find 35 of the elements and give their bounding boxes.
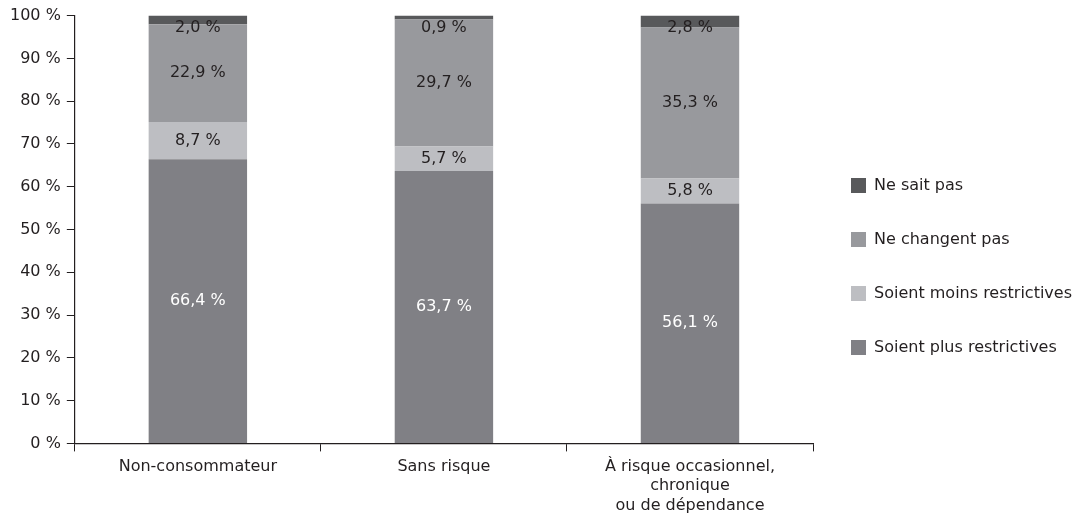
bar — [148, 159, 248, 443]
y-tick-label: 70 % — [20, 133, 61, 153]
data-label: 56,1 % — [662, 312, 718, 332]
data-label: 5,7 % — [421, 147, 467, 167]
data-label: 35,3 % — [662, 92, 718, 112]
data-label: 2,0 % — [174, 16, 221, 36]
bar — [394, 170, 494, 443]
y-tick-label: 10 % — [20, 389, 61, 409]
y-tick-label: 80 % — [20, 90, 61, 110]
data-label: 29,7 % — [415, 72, 472, 92]
y-tick-label: 90 % — [20, 47, 61, 67]
data-label: 22,9 % — [169, 62, 226, 82]
bar — [640, 203, 740, 443]
data-label: 5,8 % — [667, 180, 713, 200]
x-tick-label: Sans risque — [397, 456, 491, 476]
data-label: 66,4 % — [169, 290, 226, 310]
y-tick-label: 60 % — [20, 175, 61, 195]
x-tick-label: À risque occasionnel, chronique ou de dépendance — [604, 456, 775, 514]
y-tick-label: 20 % — [20, 347, 61, 366]
data-label: 63,7 % — [415, 296, 472, 316]
y-tick-label: 100 % — [10, 4, 61, 24]
data-label: 2,8 % — [667, 16, 713, 36]
y-tick-label: 40 % — [20, 261, 61, 281]
legend-label: Ne changent pas — [874, 228, 1010, 248]
data-label: 0,9 % — [421, 16, 467, 36]
bar — [148, 122, 248, 160]
legend-label: Ne sait pas — [874, 174, 964, 194]
data-label: 8,7 % — [174, 129, 221, 149]
bar — [394, 19, 494, 147]
y-tick-label: 30 % — [20, 304, 61, 324]
y-tick-label: 50 % — [20, 218, 61, 238]
legend-label: Soient plus restrictives — [874, 336, 1057, 356]
legend-label: Soient moins restrictives — [874, 282, 1072, 302]
x-tick-label: Non-consommateur — [118, 456, 278, 476]
y-tick-label: 0 % — [30, 432, 61, 452]
